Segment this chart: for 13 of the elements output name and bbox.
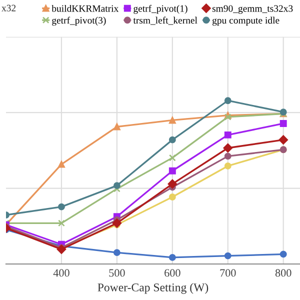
x-tick-label: 600 — [164, 269, 180, 277]
x-tick-label: 400 — [53, 269, 70, 277]
legend-label: sm90_gemm_ts32x3 — [212, 5, 293, 14]
x-tick-label: 700 — [220, 269, 236, 277]
text: x32 — [2, 4, 16, 12]
legend-label: trsm_left_kernel — [133, 16, 198, 25]
legend-label: getrf_pivot(3) — [52, 16, 106, 26]
legend-label: gpu compute idle — [212, 16, 280, 26]
legend-label: buildKKRMatrix — [52, 4, 119, 12]
x-tick-label: 500 — [109, 269, 125, 277]
legend-label: getrf_pivot(1) — [134, 4, 188, 14]
x-axis-title: Power-Cap Setting (W) — [98, 283, 208, 294]
x-tick-label: 800 — [275, 269, 292, 277]
